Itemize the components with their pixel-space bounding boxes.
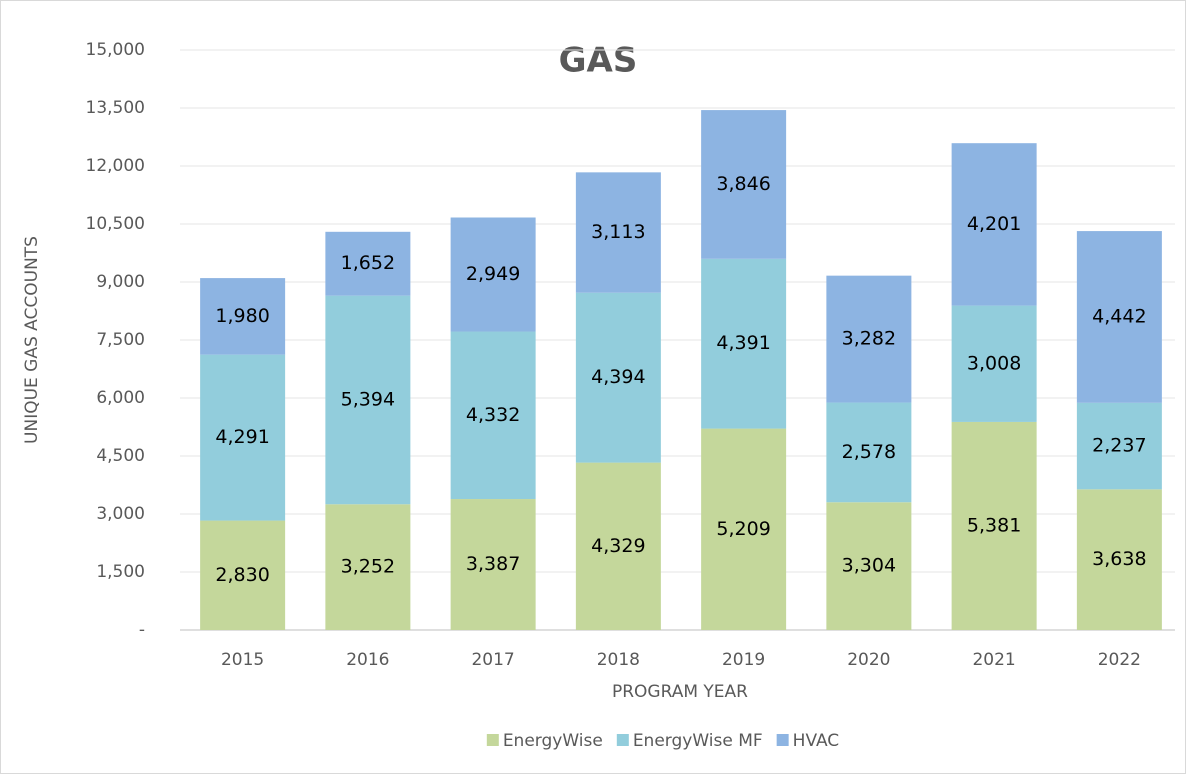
x-tick-label: 2018 [597,650,640,670]
data-label: 4,201 [967,213,1021,235]
bar-segment [701,110,787,259]
y-tick-label: 13,500 [86,98,145,118]
bar-segment [701,258,787,429]
y-tick-label: 3,000 [96,504,145,524]
bar-segment [450,331,536,500]
data-label: 1,980 [215,305,269,327]
y-tick-label: 4,500 [96,446,145,466]
data-label: 3,387 [466,553,520,575]
chart-title: GAS [559,41,638,81]
data-label: 2,830 [215,564,269,586]
y-tick-label: 6,000 [96,388,145,408]
bar-segment [1076,231,1162,403]
bar-segment [325,295,411,505]
bar-segment [951,143,1037,306]
x-tick-label: 2015 [221,650,264,670]
y-tick-label: 7,500 [96,330,145,350]
data-label: 4,332 [466,404,520,426]
x-tick-label: 2021 [972,650,1015,670]
x-tick-label: 2019 [722,650,765,670]
bar-segment [951,305,1037,422]
y-tick-label: 9,000 [96,272,145,292]
legend-label: EnergyWise [503,731,603,751]
legend-swatch [616,734,629,746]
data-label: 5,209 [716,518,770,540]
legend-label: EnergyWise MF [633,731,763,751]
bar-segment [826,502,912,630]
data-label: 4,442 [1092,305,1146,327]
bar-segment [200,278,286,355]
bar-segment [1076,489,1162,630]
y-tick-label: 10,500 [86,214,145,234]
data-label: 3,846 [716,173,770,195]
bar-segment [450,217,536,332]
data-label: 3,113 [591,221,645,243]
bar-segment [826,402,912,503]
data-label: 5,381 [967,514,1021,536]
data-label: 4,291 [215,426,269,448]
bar-segment [325,231,411,296]
bar-segment [325,504,411,630]
bar-segment [951,421,1037,630]
bar-segment [575,292,661,463]
x-tick-label: 2022 [1098,650,1141,670]
bar-segment [575,462,661,630]
data-label: 2,237 [1092,435,1146,457]
legend-label: HVAC [793,731,840,751]
bar-segment [200,354,286,521]
bar-segment [450,499,536,630]
y-tick-label: 15,000 [86,40,145,60]
data-label: 1,652 [341,252,395,274]
data-label: 3,008 [967,352,1021,374]
data-label: 3,304 [842,555,896,577]
bar-segment [200,520,286,630]
data-label: 4,394 [591,366,645,388]
y-tick-label: 12,000 [86,156,145,176]
data-label: 3,252 [341,556,395,578]
data-label: 3,282 [842,328,896,350]
data-label: 2,949 [466,263,520,285]
legend-swatch [486,734,499,746]
y-tick-label: - [139,620,145,640]
data-label: 4,391 [716,332,770,354]
bar-segment [701,428,787,630]
data-label: 5,394 [341,388,395,410]
bar-segment [1076,402,1162,490]
bar-segment [826,275,912,403]
legend-swatch [776,734,789,746]
x-tick-label: 2017 [471,650,514,670]
x-tick-label: 2020 [847,650,890,670]
data-label: 3,638 [1092,548,1146,570]
data-label: 4,329 [591,535,645,557]
x-tick-label: 2016 [346,650,389,670]
bar-segment [575,172,661,293]
y-axis-label: UNIQUE GAS ACCOUNTS [22,236,42,444]
x-axis-label: PROGRAM YEAR [612,682,748,702]
data-label: 2,578 [842,441,896,463]
y-tick-label: 1,500 [96,562,145,582]
